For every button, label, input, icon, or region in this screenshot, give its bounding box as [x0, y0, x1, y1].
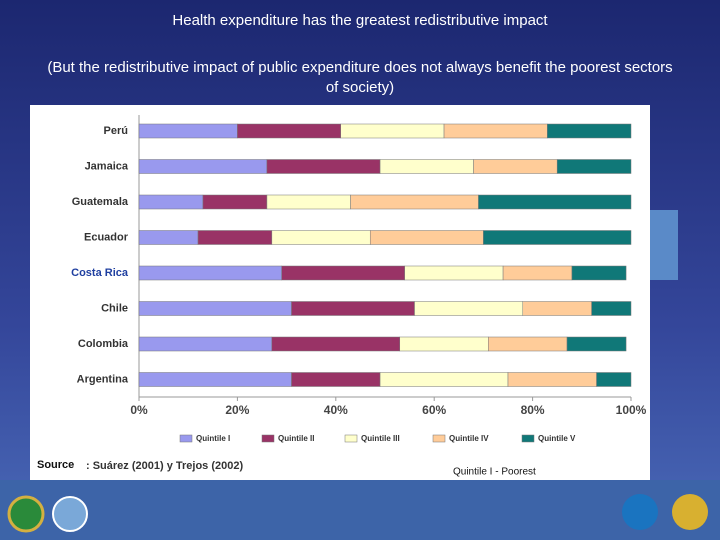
bar-segment	[197, 230, 273, 245]
bar-segment	[571, 265, 627, 281]
x-tick-label: 100%	[616, 403, 647, 417]
bar-segment	[488, 336, 568, 352]
bar-segment	[138, 230, 199, 245]
x-tick-label: 0%	[130, 403, 148, 417]
bar-segment	[522, 301, 592, 316]
bar-segment	[379, 372, 509, 387]
bar-segment	[138, 372, 292, 387]
bar-segment	[340, 123, 445, 139]
bar-segment	[138, 159, 268, 174]
bar-segment	[502, 265, 573, 281]
legend-label: Quintile I	[196, 434, 230, 443]
y-tick-label: Guatemala	[72, 196, 129, 208]
bar-segment	[138, 194, 204, 210]
source-text: : Suárez (2001) y Trejos (2002)	[86, 460, 243, 472]
bar-segment	[237, 123, 341, 139]
legend-swatch	[261, 434, 275, 443]
chart: 0% 20% 40% 60% 80% 100% Perú Jamaica Guatemala Ec…	[0, 105, 720, 540]
logo	[52, 496, 88, 532]
bar-segment	[138, 265, 282, 281]
bar-segment	[291, 372, 381, 387]
bar-segment	[281, 265, 405, 281]
logo	[622, 494, 658, 530]
legend-swatch	[344, 434, 358, 443]
bar-segment	[271, 230, 371, 245]
bar-segment	[591, 301, 632, 316]
bar-segment	[271, 336, 401, 352]
bar-segment	[547, 123, 632, 139]
legend-label: Quintile V	[538, 434, 576, 443]
subtitle: (But the redistributive impact of public…	[47, 59, 673, 96]
legend-label: Quintile IV	[449, 434, 489, 443]
logo	[672, 494, 708, 530]
x-tick-label: 60%	[422, 403, 446, 417]
legend-label: Quintile II	[278, 434, 314, 443]
x-tick-label: 40%	[324, 403, 348, 417]
bar-segment	[350, 194, 479, 210]
legend-label: Quintile III	[361, 434, 400, 443]
bar-segment	[291, 301, 415, 316]
bar-segment	[566, 336, 627, 352]
bar-segment	[507, 372, 597, 387]
source-label: Source	[37, 459, 74, 471]
bar-segment	[556, 159, 632, 174]
y-tick-label: Jamaica	[85, 160, 129, 172]
note: Quintile I - Poorest	[453, 467, 536, 478]
bar-segment	[414, 301, 524, 316]
title: Health expenditure has the greatest redi…	[172, 12, 548, 29]
bar-segment	[473, 159, 558, 174]
bar-segment	[138, 123, 238, 139]
y-tick-label: Argentina	[77, 373, 129, 385]
bar-segment	[443, 123, 548, 139]
bar-segment	[138, 336, 273, 352]
y-tick-label: Colombia	[78, 338, 129, 350]
bar-segment	[399, 336, 489, 352]
logo	[7, 495, 45, 533]
x-tick-label: 80%	[521, 403, 545, 417]
bar-segment	[369, 230, 484, 245]
legend-swatch	[432, 434, 446, 443]
bar-segment	[404, 265, 504, 281]
bar-segment	[483, 230, 632, 245]
y-tick-label: Costa Rica	[71, 267, 129, 279]
y-tick-label: Ecuador	[84, 231, 129, 243]
footer-band	[0, 480, 720, 540]
bar-segment	[596, 372, 632, 387]
bar-segment	[478, 194, 632, 210]
y-tick-label: Perú	[104, 125, 128, 137]
x-tick-label: 20%	[225, 403, 249, 417]
decoration	[650, 210, 678, 280]
bar-segment	[202, 194, 268, 210]
legend-swatch	[179, 434, 193, 443]
bar-segment	[266, 194, 351, 210]
y-tick-label: Chile	[101, 302, 128, 314]
bar-segment	[138, 301, 292, 316]
bar-segment	[266, 159, 381, 174]
legend-swatch	[521, 434, 535, 443]
bar-segment	[379, 159, 474, 174]
